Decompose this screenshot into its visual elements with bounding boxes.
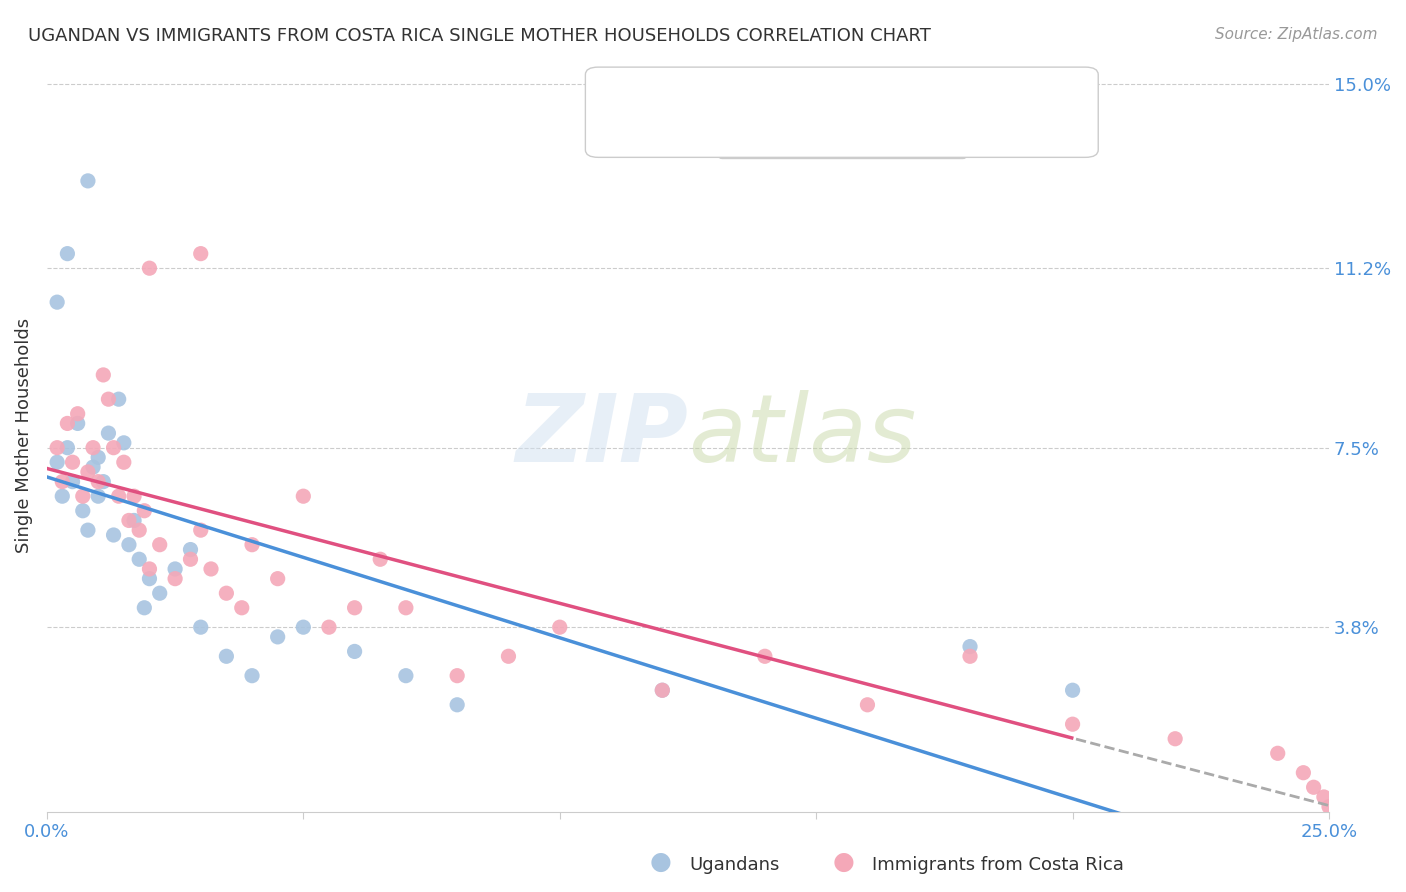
Point — [91, 475, 114, 489]
Point — [200, 562, 222, 576]
Point — [292, 620, 315, 634]
Text: Source: ZipAtlas.com: Source: ZipAtlas.com — [1215, 27, 1378, 42]
Point — [51, 475, 73, 489]
Point — [46, 455, 69, 469]
Point — [51, 489, 73, 503]
Point — [1292, 765, 1315, 780]
Point — [959, 649, 981, 664]
Text: ●: ● — [650, 850, 672, 874]
Point — [122, 513, 145, 527]
Point — [651, 683, 673, 698]
Point — [87, 489, 110, 503]
Point — [62, 475, 84, 489]
Point — [82, 441, 104, 455]
Point — [498, 649, 520, 664]
Point — [46, 295, 69, 310]
Point — [165, 562, 187, 576]
Point — [266, 630, 288, 644]
Point — [87, 475, 110, 489]
Point — [66, 407, 89, 421]
Point — [138, 572, 160, 586]
Point — [77, 523, 100, 537]
Point — [82, 460, 104, 475]
Point — [103, 441, 125, 455]
Point — [107, 392, 129, 407]
Point — [240, 538, 263, 552]
Text: atlas: atlas — [688, 390, 917, 481]
Point — [1317, 799, 1340, 814]
Point — [134, 600, 156, 615]
Point — [1164, 731, 1187, 746]
Point — [91, 368, 114, 382]
Point — [754, 649, 776, 664]
Point — [395, 668, 418, 682]
Point — [318, 620, 340, 634]
Point — [118, 513, 141, 527]
Point — [343, 600, 366, 615]
Point — [1313, 789, 1336, 804]
Text: UGANDAN VS IMMIGRANTS FROM COSTA RICA SINGLE MOTHER HOUSEHOLDS CORRELATION CHART: UGANDAN VS IMMIGRANTS FROM COSTA RICA SI… — [28, 27, 931, 45]
Point — [1267, 747, 1289, 761]
Point — [165, 572, 187, 586]
Point — [72, 489, 94, 503]
Point — [56, 417, 79, 431]
FancyBboxPatch shape — [585, 67, 1098, 157]
Point — [46, 441, 69, 455]
Text: ●: ● — [832, 850, 855, 874]
Point — [215, 586, 238, 600]
Point — [118, 538, 141, 552]
Point — [112, 455, 135, 469]
Point — [77, 465, 100, 479]
Point — [1302, 780, 1324, 795]
Point — [107, 489, 129, 503]
Point — [446, 668, 468, 682]
Text: Immigrants from Costa Rica: Immigrants from Costa Rica — [872, 856, 1123, 874]
Point — [72, 504, 94, 518]
Point — [179, 552, 201, 566]
Point — [179, 542, 201, 557]
Point — [240, 668, 263, 682]
Y-axis label: Single Mother Households: Single Mother Households — [15, 318, 32, 553]
Point — [959, 640, 981, 654]
Point — [103, 528, 125, 542]
Point — [56, 246, 79, 260]
Point — [97, 426, 120, 441]
Point — [651, 683, 673, 698]
Point — [368, 552, 391, 566]
Point — [134, 504, 156, 518]
Point — [112, 435, 135, 450]
Point — [190, 523, 212, 537]
Legend: R = -0.231   N = 34, R = -0.362   N = 47: R = -0.231 N = 34, R = -0.362 N = 47 — [718, 76, 966, 158]
Point — [856, 698, 879, 712]
Text: Ugandans: Ugandans — [689, 856, 779, 874]
Point — [77, 174, 100, 188]
Point — [215, 649, 238, 664]
Point — [128, 523, 150, 537]
Point — [97, 392, 120, 407]
Point — [66, 417, 89, 431]
Point — [292, 489, 315, 503]
Point — [548, 620, 571, 634]
Point — [62, 455, 84, 469]
Point — [56, 441, 79, 455]
Point — [149, 538, 172, 552]
Point — [1062, 717, 1084, 731]
Text: ZIP: ZIP — [515, 390, 688, 482]
Point — [343, 644, 366, 658]
Point — [138, 261, 160, 276]
Point — [395, 600, 418, 615]
Point — [138, 562, 160, 576]
Point — [149, 586, 172, 600]
Point — [1062, 683, 1084, 698]
Point — [128, 552, 150, 566]
Point — [190, 246, 212, 260]
Point — [87, 450, 110, 465]
Point — [190, 620, 212, 634]
Point — [266, 572, 288, 586]
Point — [446, 698, 468, 712]
Point — [122, 489, 145, 503]
Point — [231, 600, 253, 615]
